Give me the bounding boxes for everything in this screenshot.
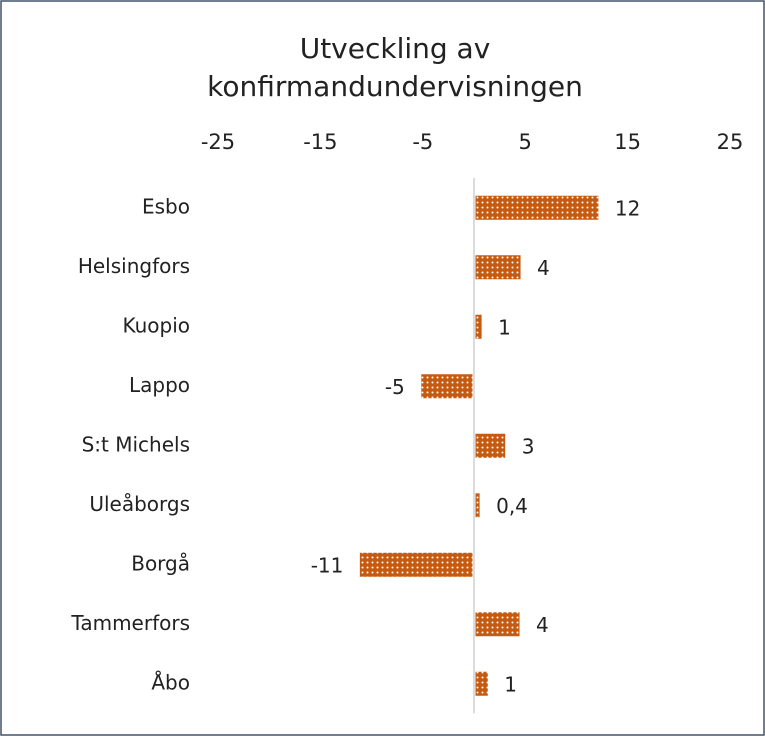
y-tick-label: S:t Michels: [82, 432, 190, 456]
x-tick-label: -5: [412, 130, 433, 154]
bar: [475, 433, 506, 458]
chart-title: konfirmandundervisningen: [207, 70, 583, 103]
bar: [475, 493, 480, 518]
y-tick-label: Helsingfors: [78, 254, 190, 278]
data-label: 4: [536, 613, 549, 637]
x-tick-label: 25: [717, 130, 744, 154]
y-tick-label: Kuopio: [122, 313, 190, 337]
x-tick-label: -15: [303, 130, 337, 154]
chart-title: Utveckling av: [300, 32, 491, 65]
y-tick-label: Åbo: [151, 670, 190, 694]
y-tick-label: Uleåborgs: [89, 492, 190, 516]
data-label: -11: [311, 553, 344, 577]
data-label: 1: [498, 315, 511, 339]
data-label: -5: [385, 375, 405, 399]
y-tick-label: Tammerfors: [70, 611, 190, 635]
bar: [475, 671, 488, 696]
bar: [475, 195, 599, 220]
data-label: 0,4: [496, 494, 528, 518]
x-tick-label: 15: [614, 130, 641, 154]
data-label: 1: [504, 672, 517, 696]
y-tick-label: Esbo: [142, 194, 190, 218]
y-tick-label: Lappo: [129, 373, 190, 397]
y-tick-label: Borgå: [131, 551, 190, 575]
bar: [359, 552, 473, 577]
x-tick-label: -25: [201, 130, 235, 154]
bar: [475, 612, 520, 637]
x-tick-label: 5: [519, 130, 532, 154]
bar: [475, 255, 521, 280]
data-label: 4: [537, 256, 550, 280]
bar: [475, 314, 482, 339]
data-label: 12: [615, 196, 640, 220]
bar: [421, 374, 473, 399]
data-label: 3: [522, 434, 535, 458]
